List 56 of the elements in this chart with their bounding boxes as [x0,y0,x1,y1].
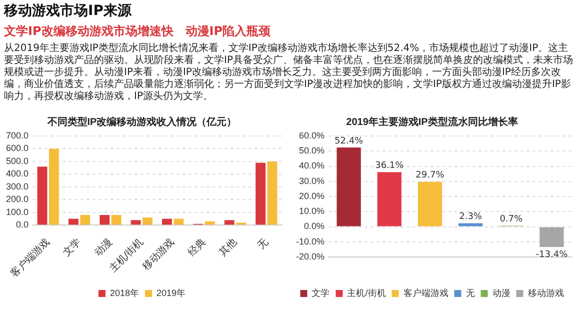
text: 文学IP改编移动游戏市场增速快 动漫IP陷入瓶颈 [4,23,272,40]
y-tick-label: 300.0 [6,181,29,192]
y-tick-label: 500.0 [6,156,29,166]
y-tick-label: 40.0% [298,160,325,171]
y-tick-label: 0.0 [16,220,29,230]
bar [111,214,122,225]
bar [80,214,90,225]
y-tick-label: 30.0% [298,176,325,186]
legend-label: 无 [466,288,475,298]
data-label: 52.4% [334,136,364,146]
legend-label: 2019年 [156,288,186,298]
y-tick-label: 200.0 [6,194,29,204]
y-tick-label: 100.0 [6,206,29,217]
chart-title: 不同类型IP改编移动游戏收入情况（亿元） [46,116,237,128]
legend-label: 客户端游戏 [403,288,448,298]
bar [224,220,234,225]
y-tick-label: 60.0% [298,130,325,140]
x-tick-label: 经典 [185,236,208,259]
legend-label: 动漫 [492,288,510,298]
text: 从2019年主要游戏IP类型流水同比增长情况来看，文学IP改编移动游戏市场增长率达到52.4%，市场规模也超过了动漫IP。这主要受到移动游戏产品的驱动。从现阶段来看，文学IP具备受众广、储备丰富等优点，也在逐渐摆脱简单换皮的改编模式，未来市场规模或进一步提升。从动漫IP来看，动漫IP改编移动游戏市场增长乏力。这主要受到两方面影响，一方面头部动漫IP经历多次改编，商业价值透支，后续产品吸量能力逐渐弱化；另一方面受到文学IP漫改进程加快的影响，文学IP版权方通过改编动漫提升IP影响力，再授权改编移动游戏，IP源头仍为文学。 [4,43,574,103]
legend-label: 文学 [312,288,330,298]
x-tick-label: 客户端游戏 [8,236,52,280]
data-label: 0.7% [500,214,524,225]
y-tick-label: 50.0% [298,146,325,156]
data-label: -13.4% [536,250,568,260]
bar [48,148,59,225]
data-label: 29.7% [416,170,445,181]
chart-title: 2019年主要游戏IP类型流水同比增长率 [346,116,518,128]
bar [142,218,152,225]
x-tick-label: 无 [256,236,270,252]
y-tick-label: 700.0 [6,130,29,140]
bar [162,218,172,225]
legend-label: 2018年 [110,288,140,298]
bar [100,214,110,225]
y-tick-label: 20.0% [298,190,325,201]
text: 移动游戏市场IP来源 [4,2,133,20]
y-tick-label: 400.0 [6,168,29,179]
y-tick-label: 0.0% [304,221,325,232]
legend-label: 移动游戏 [528,288,564,298]
data-label: 36.1% [375,160,404,171]
y-tick-label: -20.0% [296,251,325,262]
bar [68,218,78,225]
bar [130,220,141,225]
x-tick-label: 文学 [60,236,84,259]
y-tick-label: -10.0% [296,236,325,246]
bar [37,166,48,225]
bar [174,218,184,225]
bar [267,161,278,225]
legend-label: 主机/街机 [347,288,386,298]
data-label: 2.3% [459,212,482,222]
bar [204,221,215,225]
x-tick-label: 动漫 [92,236,115,259]
y-tick-label: 600.0 [6,143,29,154]
bar [256,162,266,225]
y-tick-label: 10.0% [298,206,325,216]
x-tick-label: 其他 [216,236,240,259]
